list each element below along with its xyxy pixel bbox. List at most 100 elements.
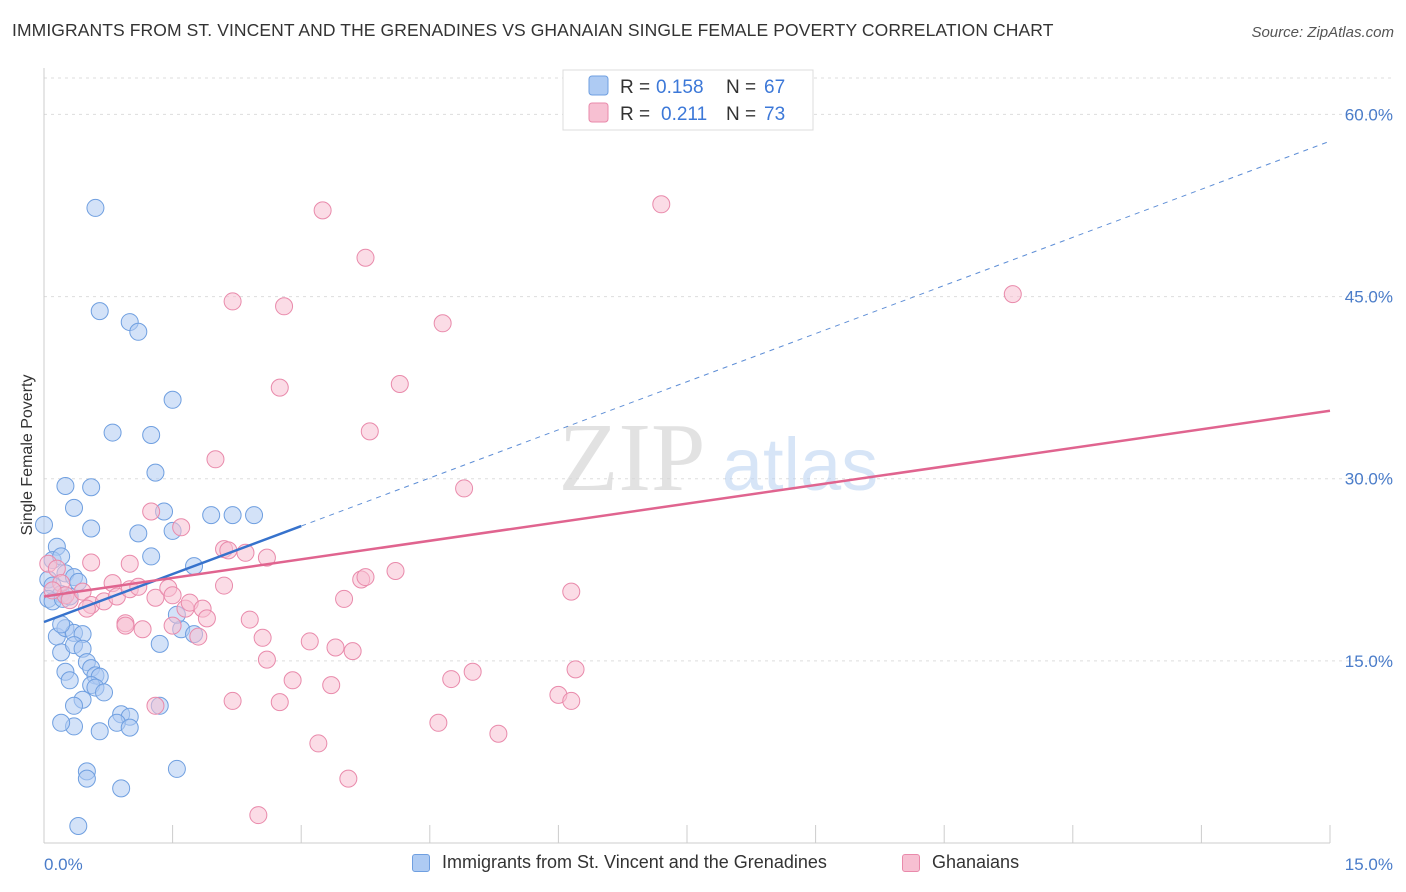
ghanaians-point-37 [257,548,276,567]
legend-swatch-immigrants [412,853,430,872]
ghanaians-point-71 [163,586,182,605]
ghanaians-point-70 [1003,285,1022,304]
ghanaians-point-49 [386,562,405,580]
ghanaians-point-56 [566,660,585,679]
y-tick-label-2: 45.0% [1345,288,1393,307]
trend-lines [43,140,1331,624]
ghanaians-point-45 [339,769,358,788]
legend-item-immigrants: Immigrants from St. Vincent and the Gren… [412,852,827,873]
ghanaians-point-66 [360,422,379,441]
immigrants-point-49 [82,519,101,538]
ghanaians-point-46 [343,642,362,661]
immigrants-point-66 [86,198,105,217]
ghanaians-point-44 [335,589,354,608]
series-legend: Immigrants from St. Vincent and the Gren… [0,852,1406,878]
legend-r-value-1: 0.158 [656,77,704,98]
ghanaians-point-41 [309,734,328,753]
immigrants-point-39 [52,713,71,732]
immigrants-point-0 [35,515,53,534]
axes [43,68,1331,844]
immigrants-point-46 [56,477,75,495]
ghanaians-point-55 [562,691,581,710]
legend-swatch-pink [588,102,609,123]
ghanaians-point-20 [163,616,182,635]
immigrants-point-37 [90,722,109,741]
ghanaians-point-42 [322,676,341,695]
legend-n-label-1: N = [726,77,756,98]
ghanaians-point-8 [82,553,101,572]
legend-n-label-2: N = [726,104,756,125]
watermark-atlas: atlas [722,423,878,506]
immigrants-point-43 [69,817,88,835]
ghanaians-point-67 [433,314,452,333]
legend-r-label-2: R = [620,104,650,125]
legend-swatch-blue [588,75,609,96]
ghanaians-point-40 [300,632,319,651]
immigrants-point-31 [65,696,84,715]
immigrants-point-41 [77,769,96,788]
immigrants-point-56 [150,634,169,653]
immigrants-point-59 [245,506,264,525]
immigrants-point-42 [112,779,131,798]
ghanaians-point-51 [442,670,461,689]
immigrants-point-64 [142,426,161,444]
ghanaians-point-29 [172,518,191,537]
immigrants-point-38 [120,718,139,737]
immigrants-point-50 [129,524,148,543]
ghanaians-point-59 [206,450,225,469]
y-tick-label-0: 15.0% [1345,652,1393,671]
data-points [35,195,1022,835]
immigrants-point-58 [202,506,221,525]
ghanaians-point-65 [390,375,409,393]
ghanaians-point-57 [562,582,581,601]
ghanaians-point-30 [142,502,161,521]
ghanaians-point-26 [215,576,234,595]
immigrants-point-44 [167,759,186,778]
ghanaians-point-50 [429,713,448,732]
ghanaians-point-31 [146,696,165,715]
ghanaians-point-64 [356,248,375,267]
y-tick-label-1: 30.0% [1345,470,1393,489]
ghanaians-point-53 [489,724,508,743]
stats-legend: R = 0.158 N = 67 R = 0.211 N = 73 [562,69,814,131]
ghanaians-point-63 [313,201,332,220]
ghanaians-point-43 [326,638,345,657]
gridlines [44,77,1392,662]
ghanaians-point-25 [197,609,216,628]
legend-r-label-1: R = [620,77,650,98]
immigrants-point-67 [90,302,109,321]
chart-title: IMMIGRANTS FROM ST. VINCENT AND THE GREN… [12,20,1054,40]
y-tick-label-3: 60.0% [1345,105,1393,124]
ghanaians-point-35 [253,628,272,647]
watermark-zip: ZIP [559,404,706,512]
immigrants-point-63 [103,423,122,442]
immigrants-point-60 [223,506,242,525]
x-tick-label-0: 0.0% [44,855,83,874]
immigrants-point-32 [95,683,114,702]
ghanaians-point-36 [257,650,276,669]
immigrants-point-48 [65,498,84,517]
tick-labels: 15.0% 30.0% 45.0% 60.0% 0.0% 15.0% [44,105,1393,874]
legend-label-immigrants: Immigrants from St. Vincent and the Gren… [442,852,827,872]
immigrants-point-65 [163,390,182,409]
ghanaians-point-38 [270,693,289,712]
immigrants-trend-extension [301,140,1331,527]
ghanaians-point-62 [270,378,289,397]
legend-swatch-ghanaians [902,853,920,872]
immigrants-trend-line [43,524,302,624]
ghanaians-point-39 [283,671,302,690]
ghanaians-point-61 [275,297,294,316]
ghanaians-point-33 [240,610,259,629]
ghanaians-point-15 [120,554,139,573]
ghanaians-point-60 [223,292,242,311]
ghanaians-point-58 [249,806,268,825]
legend-label-ghanaians: Ghanaians [932,852,1020,872]
immigrants-point-52 [142,547,161,566]
ghanaians-point-72 [116,616,135,635]
ghanaians-point-48 [356,568,375,587]
ghanaians-point-23 [189,627,208,646]
ghanaians-point-17 [133,620,152,639]
ghanaians-point-68 [455,479,474,498]
legend-n-value-2: 73 [764,104,785,125]
